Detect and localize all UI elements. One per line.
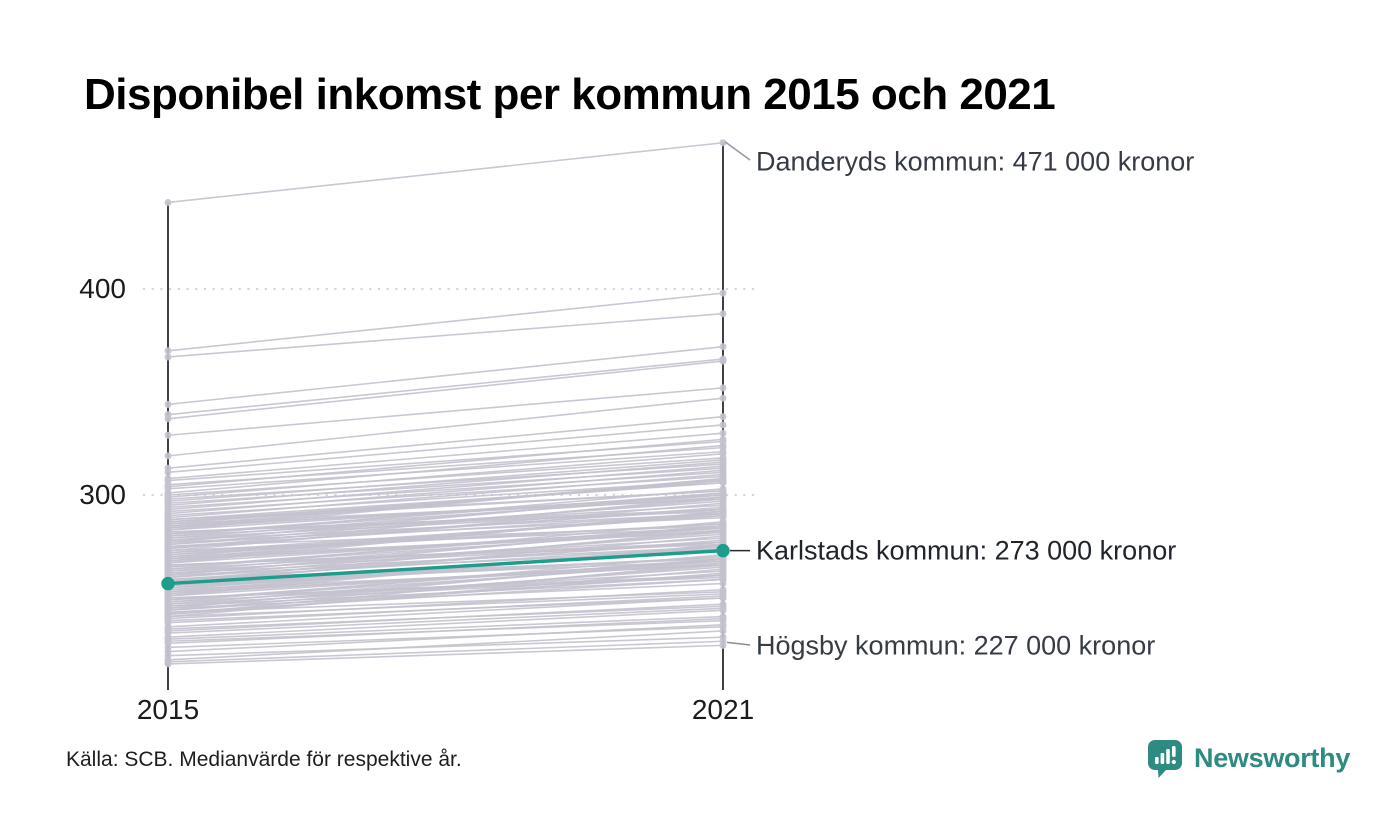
slope-line <box>164 615 727 647</box>
source-note: Källa: SCB. Medianvärde för respektive å… <box>66 748 462 771</box>
x-tick-label-2015: 2015 <box>136 694 200 725</box>
slope-line <box>164 413 727 472</box>
annotation-hogsby: Högsby kommun: 227 000 kronor <box>756 630 1156 661</box>
leader-hogsby <box>726 641 751 646</box>
slope-line <box>164 621 727 656</box>
slope-line <box>164 139 727 206</box>
slope-line <box>164 343 727 408</box>
bar-chart-speech-bubble-icon <box>1148 740 1182 778</box>
slope-line <box>164 289 727 355</box>
y-tick-label-300: 300 <box>79 479 126 510</box>
chart-title: Disponibel inkomst per kommun 2015 och 2… <box>84 70 1056 119</box>
y-tick-label-400: 400 <box>79 273 126 304</box>
slope-line <box>164 637 727 666</box>
x-tick-label-2021: 2021 <box>691 694 755 725</box>
slope-line <box>164 355 727 419</box>
slope-line <box>164 310 727 361</box>
slope-line <box>164 384 727 439</box>
annotation-danderyd: Danderyds kommun: 471 000 kronor <box>756 146 1195 177</box>
newsworthy-logo-text: Newsworthy <box>1194 742 1351 773</box>
newsworthy-logo: Newsworthy <box>1146 738 1350 778</box>
slope-line <box>164 421 727 476</box>
slope-line <box>164 357 727 423</box>
slope-line <box>164 394 727 460</box>
highlight-line-karlstad <box>161 543 730 591</box>
leader-danderyd <box>724 141 751 161</box>
annotation-karlstad: Karlstads kommun: 273 000 kronor <box>756 535 1177 566</box>
